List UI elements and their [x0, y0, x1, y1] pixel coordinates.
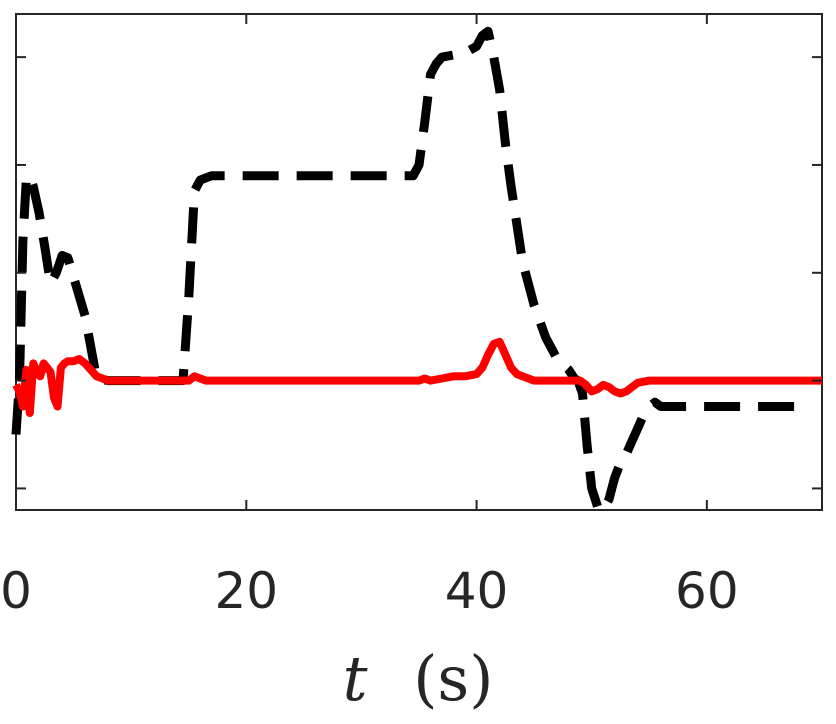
x-axis-variable: t	[343, 642, 368, 715]
plot-frame	[15, 13, 823, 511]
x-tick-label: 40	[445, 562, 509, 620]
x-tick-label: 20	[214, 562, 278, 620]
x-tick-labels: 0 20 40 60	[0, 562, 739, 620]
x-axis-label: t (s)	[343, 642, 494, 715]
x-tick-label: 0	[0, 562, 32, 620]
x-tick-label: 60	[675, 562, 739, 620]
x-axis-unit: (s)	[413, 642, 493, 715]
series-dashed-black	[11, 26, 811, 515]
series-layer	[11, 26, 822, 515]
plot-axes	[15, 13, 823, 511]
series-solid-red	[12, 337, 822, 417]
tick-marks	[15, 14, 822, 510]
